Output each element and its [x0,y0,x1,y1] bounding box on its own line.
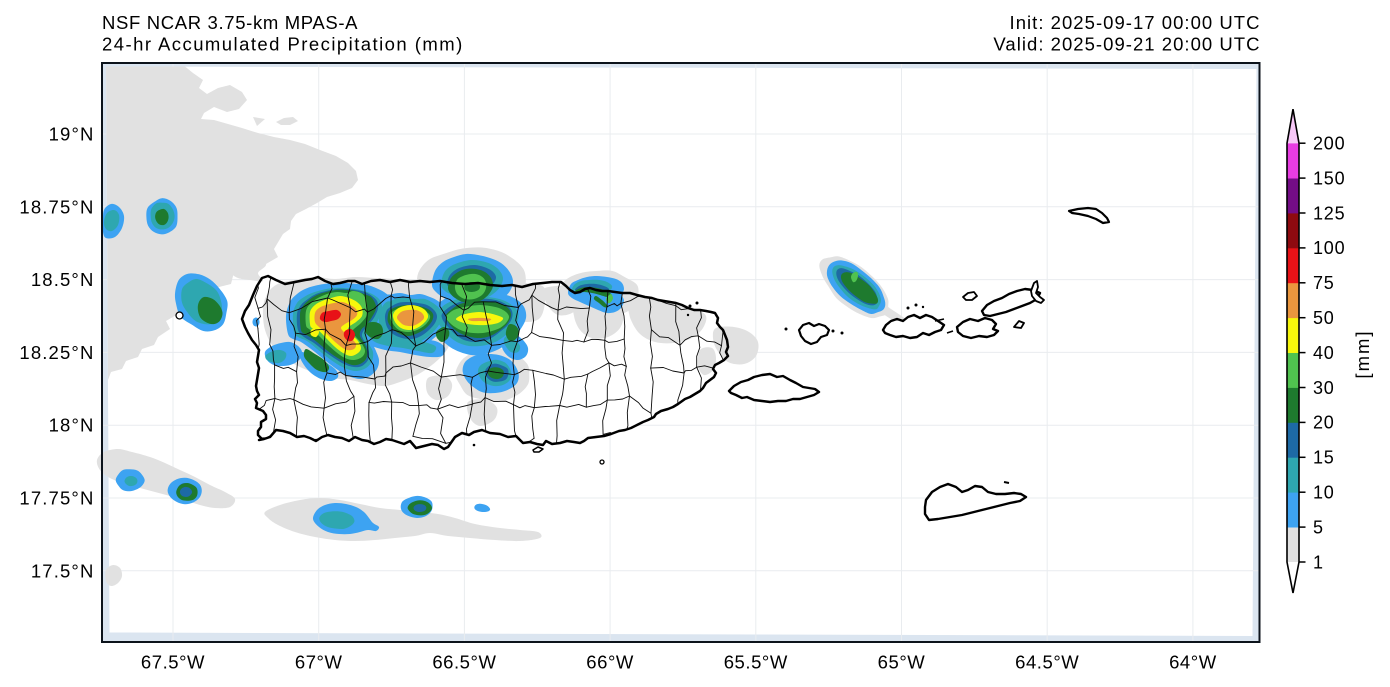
svg-text:40: 40 [1313,343,1335,363]
svg-text:65°W: 65°W [878,652,926,673]
svg-text:66°W: 66°W [586,652,634,673]
svg-text:5: 5 [1313,517,1324,537]
svg-text:15: 15 [1313,448,1335,468]
svg-text:[mm]: [mm] [1352,329,1373,378]
svg-text:18°N: 18°N [49,415,95,436]
svg-text:1: 1 [1313,552,1324,572]
svg-text:18.75°N: 18.75°N [19,196,94,217]
svg-text:10: 10 [1313,483,1335,503]
svg-text:65.5°W: 65.5°W [724,652,788,673]
svg-text:75: 75 [1313,273,1335,293]
svg-text:24-hr Accumulated Precipitatio: 24-hr Accumulated Precipitation (mm) [102,34,464,55]
svg-text:67.5°W: 67.5°W [141,652,205,673]
svg-text:20: 20 [1313,413,1335,433]
svg-text:18.25°N: 18.25°N [19,342,94,363]
svg-text:200: 200 [1313,134,1345,154]
svg-text:19°N: 19°N [49,124,95,145]
svg-text:18.5°N: 18.5°N [31,269,95,290]
svg-text:Valid: 2025-09-21 20:00 UTC: Valid: 2025-09-21 20:00 UTC [993,34,1260,55]
svg-text:Init: 2025-09-17 00:00 UTC: Init: 2025-09-17 00:00 UTC [1010,12,1261,33]
svg-text:125: 125 [1313,203,1345,223]
svg-text:150: 150 [1313,168,1345,188]
svg-text:17.75°N: 17.75°N [19,488,94,509]
svg-text:30: 30 [1313,378,1335,398]
svg-text:64.5°W: 64.5°W [1015,652,1079,673]
svg-text:67°W: 67°W [295,652,343,673]
svg-text:50: 50 [1313,308,1335,328]
svg-text:100: 100 [1313,238,1345,258]
svg-text:17.5°N: 17.5°N [31,560,95,581]
svg-text:64°W: 64°W [1169,652,1217,673]
svg-text:NSF NCAR 3.75-km MPAS-A: NSF NCAR 3.75-km MPAS-A [102,12,358,33]
svg-text:66.5°W: 66.5°W [432,652,496,673]
